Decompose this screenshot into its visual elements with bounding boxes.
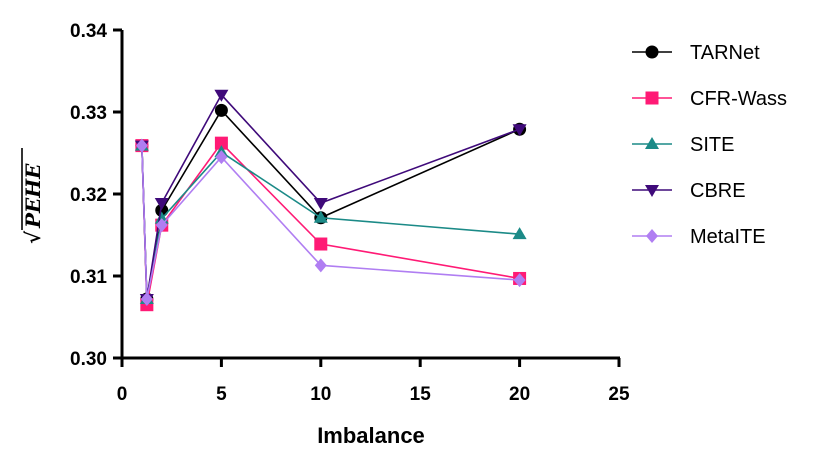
- legend-marker-tarnet: [645, 45, 659, 59]
- data-point-cfr-wass: [314, 237, 328, 251]
- x-tick-label: 25: [608, 384, 630, 405]
- data-point-metaite: [314, 258, 327, 273]
- legend-label-metaite: MetaITE: [690, 226, 766, 248]
- data-point-metaite: [215, 150, 228, 165]
- y-tick-label: 0.31: [70, 267, 107, 288]
- x-tick-label: 0: [117, 384, 128, 405]
- series-line-tarnet: [141, 109, 520, 300]
- legend-marker-cfr-wass: [645, 91, 659, 105]
- series-cfr-wass: [135, 136, 527, 312]
- data-point-cbre: [214, 89, 229, 102]
- legend-item-site: SITE: [632, 134, 734, 156]
- x-tick-label: 15: [410, 384, 432, 405]
- data-point-cbre: [512, 124, 527, 137]
- legend-item-tarnet: TARNet: [632, 42, 760, 64]
- x-tick-label: 10: [310, 384, 331, 405]
- data-point-site: [512, 227, 527, 240]
- x-ticks: 0 5 10 15 20 25: [117, 358, 630, 405]
- y-tick-label: 0.33: [70, 103, 107, 124]
- y-axis-title-root: √: [21, 230, 45, 244]
- legend-item-cbre: CBRE: [632, 180, 746, 202]
- legend-item-metaite: MetaITE: [632, 226, 766, 248]
- legend-marker-metaite: [646, 229, 658, 243]
- series-cbre: [134, 89, 527, 306]
- y-ticks: 0.30 0.31 0.32 0.33 0.34: [70, 21, 122, 370]
- series-line-cfr-wass: [141, 141, 520, 305]
- plot-area: [134, 89, 527, 312]
- data-point-tarnet: [155, 203, 169, 217]
- legend-marker-cbre: [645, 185, 659, 197]
- legend-label-site: SITE: [690, 134, 734, 156]
- x-axis-title: Imbalance: [317, 423, 425, 448]
- legend-marker-site: [645, 137, 659, 149]
- data-point-site: [313, 210, 328, 223]
- series-tarnet: [135, 103, 527, 306]
- legend-item-cfr-wass: CFR-Wass: [632, 88, 787, 110]
- data-point-metaite: [513, 273, 526, 288]
- data-point-metaite: [135, 138, 148, 153]
- data-point-tarnet: [214, 103, 228, 117]
- legend-label-tarnet: TARNet: [690, 42, 760, 64]
- x-tick-label: 20: [509, 384, 530, 405]
- legend-label-cfr-wass: CFR-Wass: [690, 88, 787, 110]
- data-point-metaite: [140, 291, 153, 306]
- legend: TARNet CFR-Wass SITE CBRE MetaITE: [632, 42, 787, 248]
- y-axis-title-text: PEHE: [21, 163, 45, 229]
- y-tick-label: 0.34: [70, 21, 107, 42]
- y-tick-label: 0.32: [70, 185, 107, 206]
- data-point-cbre: [154, 198, 169, 211]
- y-axis-title: √ PEHE: [21, 148, 45, 244]
- x-tick-label: 5: [216, 384, 227, 405]
- series-site: [134, 138, 527, 304]
- axes: [120, 30, 620, 360]
- data-point-metaite: [155, 218, 168, 233]
- data-point-cfr-wass: [214, 136, 228, 150]
- series-line-metaite: [141, 145, 520, 300]
- legend-label-cbre: CBRE: [690, 180, 746, 202]
- y-tick-label: 0.30: [70, 349, 107, 370]
- series-metaite: [135, 138, 526, 306]
- data-point-cbre: [313, 198, 328, 211]
